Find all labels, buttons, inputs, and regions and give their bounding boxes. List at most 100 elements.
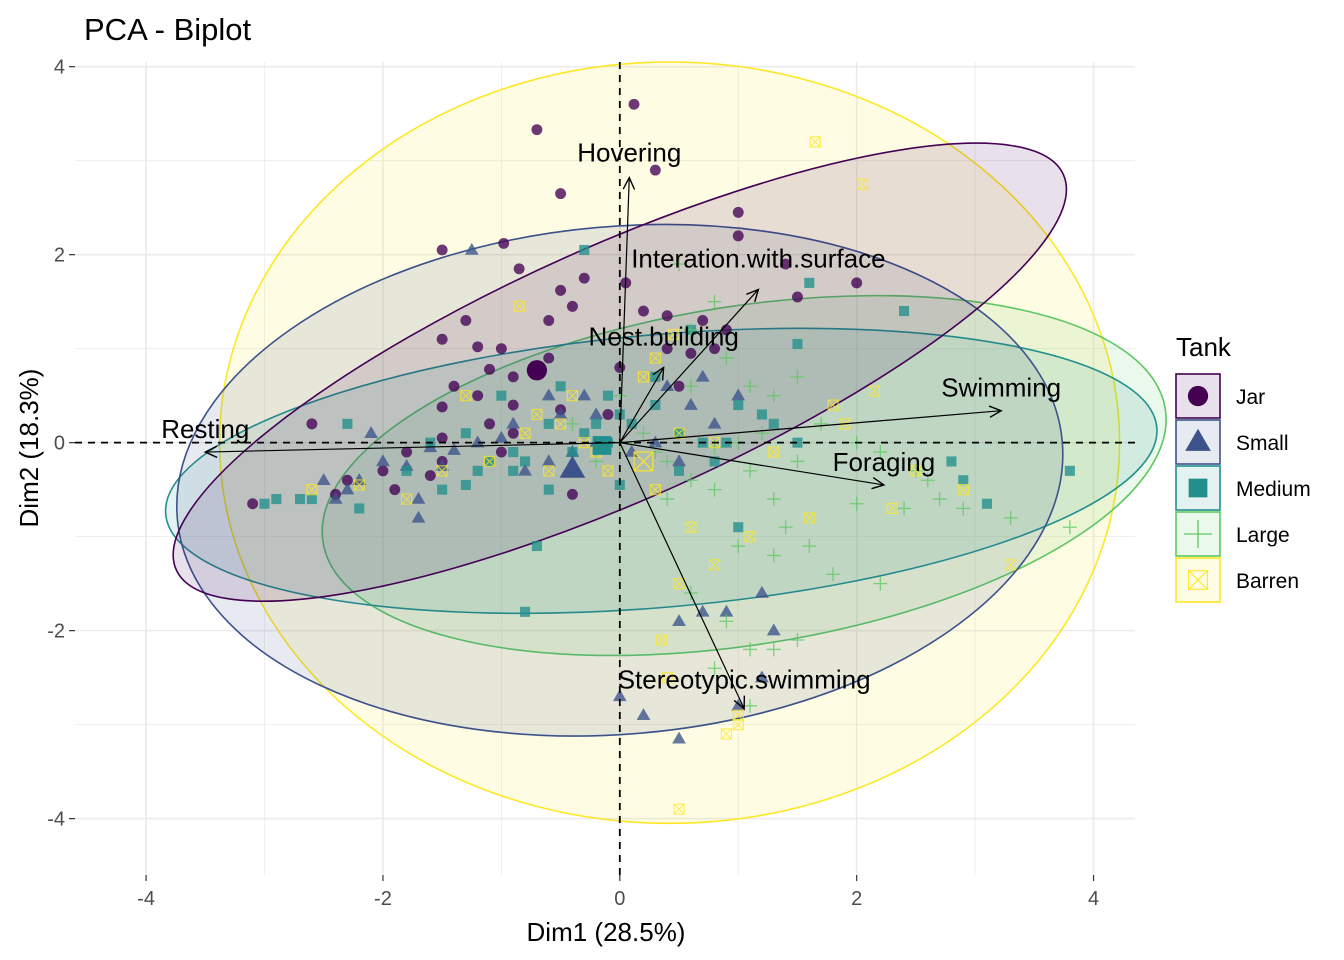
point-jar	[685, 347, 697, 359]
label-resting: Resting	[161, 414, 249, 444]
point-medium	[271, 494, 282, 505]
point-jar	[507, 371, 519, 383]
point-medium	[472, 465, 483, 476]
point-barren	[554, 418, 567, 430]
reference-lines	[75, 62, 1135, 875]
point-medium	[946, 456, 957, 467]
point-jar	[555, 284, 567, 296]
point-barren	[513, 300, 525, 312]
point-medium	[496, 390, 507, 401]
point-large	[766, 642, 781, 657]
point-jar	[732, 230, 744, 242]
point-jar	[507, 427, 519, 439]
point-small	[494, 430, 509, 443]
point-large	[707, 482, 722, 497]
point-small	[464, 242, 479, 255]
legend-symbol-large	[1184, 520, 1212, 548]
point-barren	[732, 719, 744, 731]
point-barren	[685, 521, 697, 533]
point-jar	[851, 277, 863, 289]
arrow-stereotypic-swimming	[619, 442, 745, 709]
arrow-hovering	[619, 177, 630, 443]
point-large	[672, 257, 687, 272]
ellipse-large	[321, 294, 1167, 657]
point-jar	[628, 98, 640, 110]
variable-arrows: Hovering Interation.with.surface Nest.buil…	[161, 138, 1061, 711]
point-small	[589, 407, 604, 420]
point-large	[1062, 520, 1077, 535]
point-jar	[543, 352, 555, 364]
point-medium	[733, 400, 744, 411]
point-large	[766, 492, 781, 507]
arrow-nest-building	[619, 367, 665, 443]
point-small	[672, 614, 686, 626]
point-barren	[543, 465, 555, 477]
point-large	[956, 501, 971, 516]
point-medium	[899, 306, 910, 317]
point-barren	[637, 371, 650, 383]
point-jar	[578, 272, 590, 284]
point-medium	[626, 418, 637, 429]
point-large	[825, 567, 840, 582]
point-large	[719, 351, 734, 366]
point-small	[340, 482, 355, 495]
centroid-medium	[592, 436, 612, 455]
arrowhead-swimming	[988, 405, 1003, 418]
centroid-jar	[526, 360, 548, 381]
point-medium	[579, 428, 590, 439]
point-jar	[732, 206, 744, 218]
point-jar	[638, 305, 649, 317]
point-medium	[673, 465, 685, 476]
point-large	[636, 426, 651, 441]
point-jar	[436, 333, 448, 345]
centroid-barren	[633, 451, 654, 472]
point-medium	[579, 244, 590, 256]
point-barren	[957, 484, 969, 496]
point-medium	[259, 498, 270, 509]
x-tick-label: 2	[851, 888, 862, 910]
point-medium	[591, 418, 602, 429]
arrowhead-resting	[203, 445, 218, 459]
point-large	[731, 539, 746, 554]
point-small	[612, 689, 627, 702]
point-barren	[483, 455, 496, 468]
arrowhead-stereotypic-swimming	[733, 695, 746, 711]
point-medium	[401, 465, 412, 476]
point-small	[541, 388, 556, 401]
legend-label-medium: Medium	[1236, 478, 1311, 501]
point-medium	[792, 437, 803, 448]
point-barren	[886, 502, 898, 515]
point-small	[648, 435, 663, 448]
point-jar	[484, 418, 495, 430]
point-medium	[342, 418, 353, 429]
point-barren	[649, 352, 661, 364]
point-jar	[389, 484, 401, 496]
legend-label-large: Large	[1236, 524, 1290, 547]
point-barren	[460, 390, 472, 402]
point-small	[719, 604, 734, 617]
point-medium	[520, 606, 531, 617]
point-large	[683, 473, 698, 488]
point-small	[553, 407, 568, 420]
point-medium	[294, 494, 306, 505]
point-large	[683, 322, 698, 337]
point-medium	[733, 522, 744, 533]
point-medium	[354, 503, 365, 514]
chart-title: PCA - Biplot	[84, 12, 252, 47]
point-large	[660, 454, 675, 469]
point-large	[683, 379, 698, 394]
y-tick-label: 4	[54, 57, 65, 79]
point-medium	[792, 338, 803, 350]
point-medium	[460, 479, 471, 490]
point-small	[506, 416, 521, 429]
point-barren	[673, 803, 685, 815]
point-jar	[448, 380, 460, 392]
centroid-small	[559, 455, 586, 478]
point-medium	[437, 484, 448, 495]
label-stereotypic-swimming: Stereotypic.swimming	[618, 665, 871, 695]
point-large	[754, 426, 769, 441]
point-medium	[650, 371, 661, 382]
point-small	[755, 670, 769, 683]
